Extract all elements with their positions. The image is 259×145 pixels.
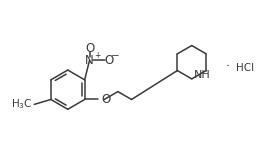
Text: −: − <box>111 51 119 61</box>
Text: HCl: HCl <box>236 63 254 73</box>
Text: ·: · <box>226 60 230 73</box>
Text: O: O <box>85 42 94 55</box>
Text: O: O <box>101 93 111 106</box>
Text: NH: NH <box>194 70 211 80</box>
Text: N: N <box>85 54 94 67</box>
Text: +: + <box>95 51 101 60</box>
Text: O: O <box>104 54 114 67</box>
Text: $\mathregular{H_3C}$: $\mathregular{H_3C}$ <box>11 97 32 111</box>
